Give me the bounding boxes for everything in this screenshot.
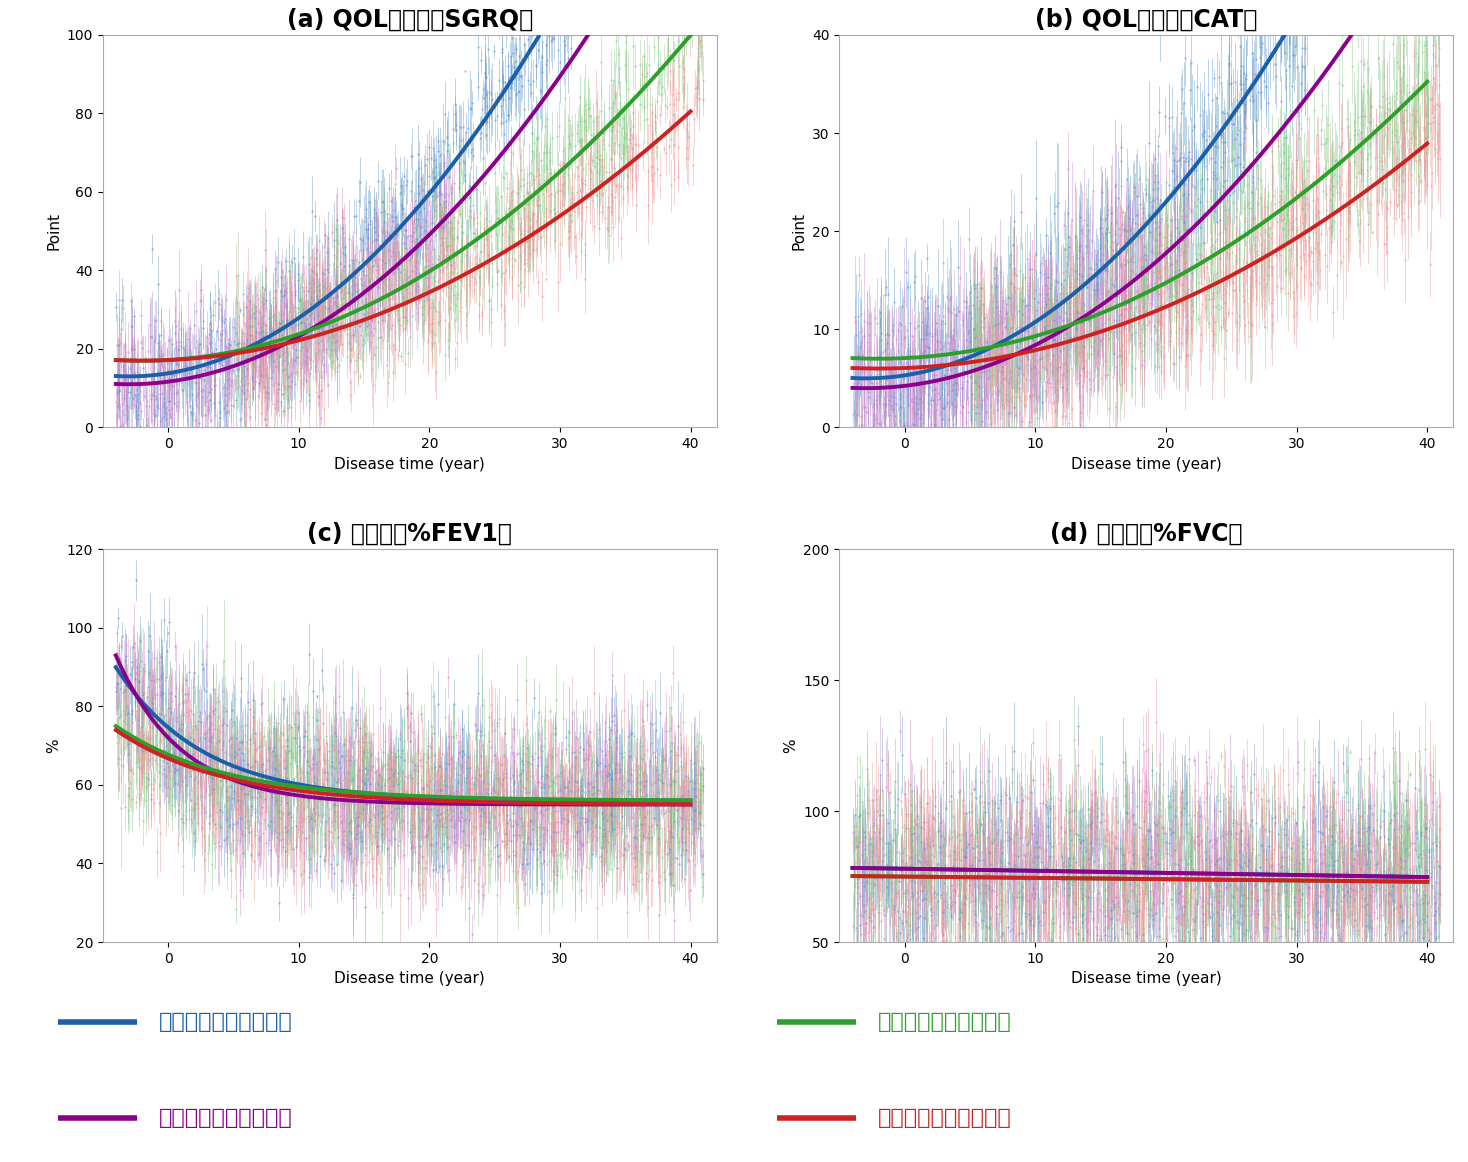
Title: (c) 肺機能（%FEV1）: (c) 肺機能（%FEV1） (307, 522, 512, 546)
Y-axis label: %: % (782, 738, 797, 753)
X-axis label: Disease time (year): Disease time (year) (335, 971, 484, 987)
Title: (a) QOLスコア（SGRQ）: (a) QOLスコア（SGRQ） (286, 7, 533, 31)
X-axis label: Disease time (year): Disease time (year) (1072, 457, 1221, 472)
X-axis label: Disease time (year): Disease time (year) (1072, 971, 1221, 987)
Title: (b) QOLスコア（CAT）: (b) QOLスコア（CAT） (1035, 7, 1258, 31)
Title: (d) 肺機能（%FVC）: (d) 肺機能（%FVC） (1050, 522, 1242, 546)
Text: 憎悪歴のない現喫煙者: 憎悪歴のない現喫煙者 (159, 1107, 292, 1128)
Text: 憎悪歴のある現禁煙者: 憎悪歴のある現禁煙者 (878, 1012, 1011, 1032)
Y-axis label: Point: Point (46, 213, 62, 250)
Text: 憎悪歴のある現喫煙者: 憎悪歴のある現喫煙者 (159, 1012, 292, 1032)
Text: 憎悪歴のない現禁煙者: 憎悪歴のない現禁煙者 (878, 1107, 1011, 1128)
X-axis label: Disease time (year): Disease time (year) (335, 457, 484, 472)
Y-axis label: Point: Point (791, 213, 806, 250)
Y-axis label: %: % (46, 738, 62, 753)
